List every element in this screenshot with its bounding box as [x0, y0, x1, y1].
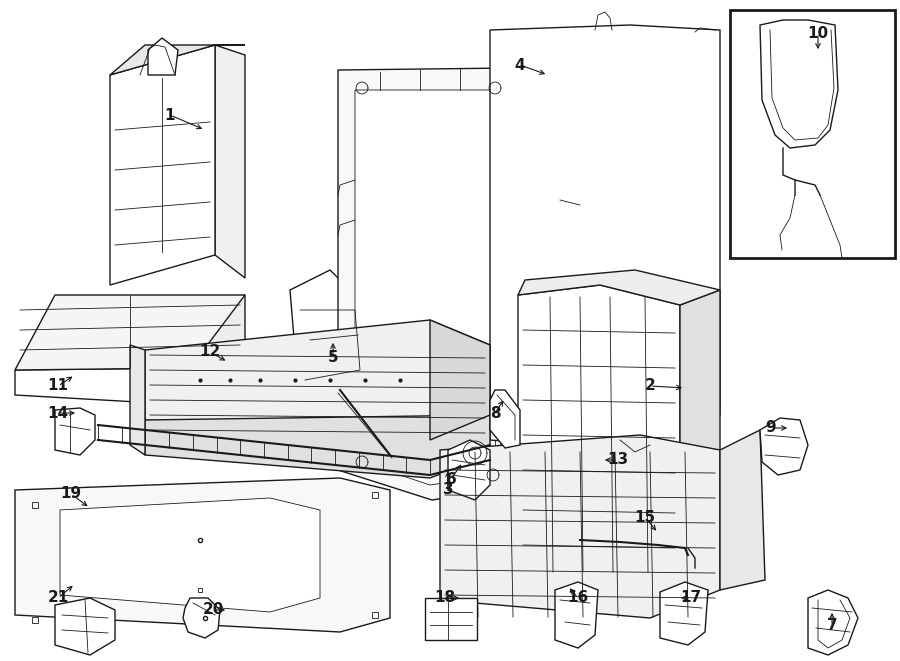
Polygon shape [518, 285, 680, 590]
Text: 3: 3 [443, 483, 454, 498]
Text: 19: 19 [60, 486, 82, 502]
Polygon shape [15, 368, 235, 405]
Text: 21: 21 [48, 590, 68, 605]
Text: 17: 17 [680, 590, 702, 605]
Text: 2: 2 [644, 379, 655, 393]
Text: 6: 6 [446, 471, 456, 486]
Polygon shape [355, 90, 500, 485]
Text: 7: 7 [827, 619, 837, 633]
Polygon shape [555, 582, 598, 648]
Polygon shape [518, 270, 720, 305]
Text: 12: 12 [200, 344, 220, 360]
Polygon shape [680, 290, 720, 575]
Polygon shape [440, 435, 720, 618]
Text: 14: 14 [48, 405, 68, 420]
Text: 8: 8 [490, 405, 500, 420]
Polygon shape [55, 598, 115, 655]
Polygon shape [760, 20, 838, 148]
Polygon shape [15, 295, 245, 370]
Text: 11: 11 [48, 379, 68, 393]
Polygon shape [190, 295, 245, 370]
Polygon shape [720, 430, 765, 590]
Polygon shape [430, 320, 490, 440]
Text: 9: 9 [766, 420, 777, 436]
Polygon shape [145, 320, 490, 440]
Polygon shape [338, 68, 510, 500]
Text: 16: 16 [567, 590, 589, 605]
Polygon shape [60, 498, 320, 612]
Polygon shape [215, 45, 245, 278]
Polygon shape [448, 440, 490, 500]
Bar [730, 10, 895, 258]
Polygon shape [808, 590, 858, 655]
Polygon shape [130, 345, 145, 455]
Text: 10: 10 [807, 26, 829, 40]
Polygon shape [110, 45, 215, 285]
Polygon shape [290, 270, 370, 410]
Text: 20: 20 [202, 602, 224, 617]
Polygon shape [183, 598, 220, 638]
Polygon shape [145, 415, 490, 478]
Text: 5: 5 [328, 350, 338, 366]
Polygon shape [660, 582, 708, 645]
Text: 4: 4 [515, 58, 526, 73]
Polygon shape [490, 390, 520, 448]
Polygon shape [148, 38, 178, 75]
Polygon shape [490, 25, 720, 450]
Polygon shape [55, 408, 95, 455]
Text: 18: 18 [435, 590, 455, 605]
Bar [425, 598, 477, 640]
Polygon shape [15, 478, 390, 632]
Text: 15: 15 [634, 510, 655, 524]
Text: 13: 13 [608, 453, 628, 467]
Text: 1: 1 [165, 108, 176, 122]
Polygon shape [760, 418, 808, 475]
Polygon shape [110, 45, 245, 75]
